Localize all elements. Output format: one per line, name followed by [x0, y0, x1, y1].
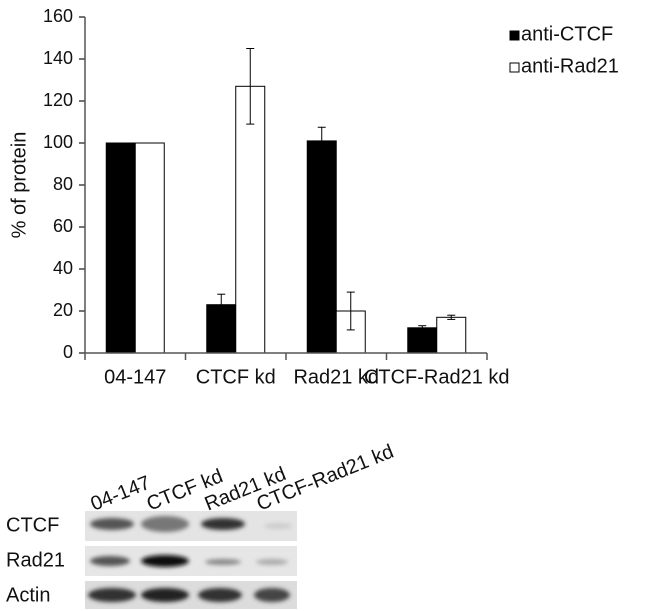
bar	[306, 140, 337, 354]
y-tick-label: 160	[43, 6, 73, 26]
y-tick-label: 40	[53, 258, 73, 278]
bar	[436, 316, 467, 354]
y-tick-label: 60	[53, 216, 73, 236]
x-tick-label: CTCF-Rad21 kd	[364, 366, 510, 388]
y-tick-label: 140	[43, 48, 73, 68]
error-bar	[346, 291, 355, 331]
blot-band	[90, 518, 134, 530]
error-bar	[418, 325, 427, 331]
row-label: CTCF	[6, 514, 59, 536]
row-label: Rad21	[6, 549, 65, 571]
y-tick-label: 80	[53, 174, 73, 194]
legend-swatch	[509, 62, 520, 73]
blot-band	[141, 516, 189, 532]
legend-label: anti-CTCF	[521, 23, 613, 45]
blot-band	[141, 555, 189, 567]
legend-label: anti-Rad21	[521, 55, 619, 77]
lane-label: 04-147	[88, 472, 154, 516]
y-tick-label: 0	[63, 342, 73, 362]
bar	[134, 142, 165, 354]
x-tick-label: 04-147	[104, 366, 166, 388]
error-bar	[317, 126, 326, 156]
y-tick-label: 120	[43, 90, 73, 110]
blot-band	[198, 588, 242, 602]
row-label: Actin	[6, 584, 50, 606]
blot-band	[90, 556, 130, 566]
bar	[105, 142, 136, 354]
western-blot	[85, 511, 297, 609]
y-axis-label: % of protein	[8, 132, 30, 239]
blot-band	[264, 523, 292, 529]
blot-band	[201, 518, 245, 530]
blot-band	[141, 588, 189, 602]
blot-band	[205, 559, 241, 565]
error-bar	[246, 48, 255, 125]
y-tick-label: 20	[53, 300, 73, 320]
blot-band	[256, 559, 288, 565]
bar	[407, 327, 438, 354]
legend-swatch	[509, 30, 520, 41]
legend-item: anti-Rad21	[509, 55, 619, 77]
error-bar	[217, 293, 226, 316]
x-tick-label: Rad21 kd	[293, 366, 379, 388]
error-bar	[447, 314, 456, 320]
blot-band	[254, 588, 290, 602]
y-tick-label: 100	[43, 132, 73, 152]
legend-item: anti-CTCF	[509, 23, 613, 45]
blot-band	[88, 588, 136, 602]
bar	[235, 85, 266, 354]
x-tick-label: CTCF kd	[196, 366, 276, 388]
